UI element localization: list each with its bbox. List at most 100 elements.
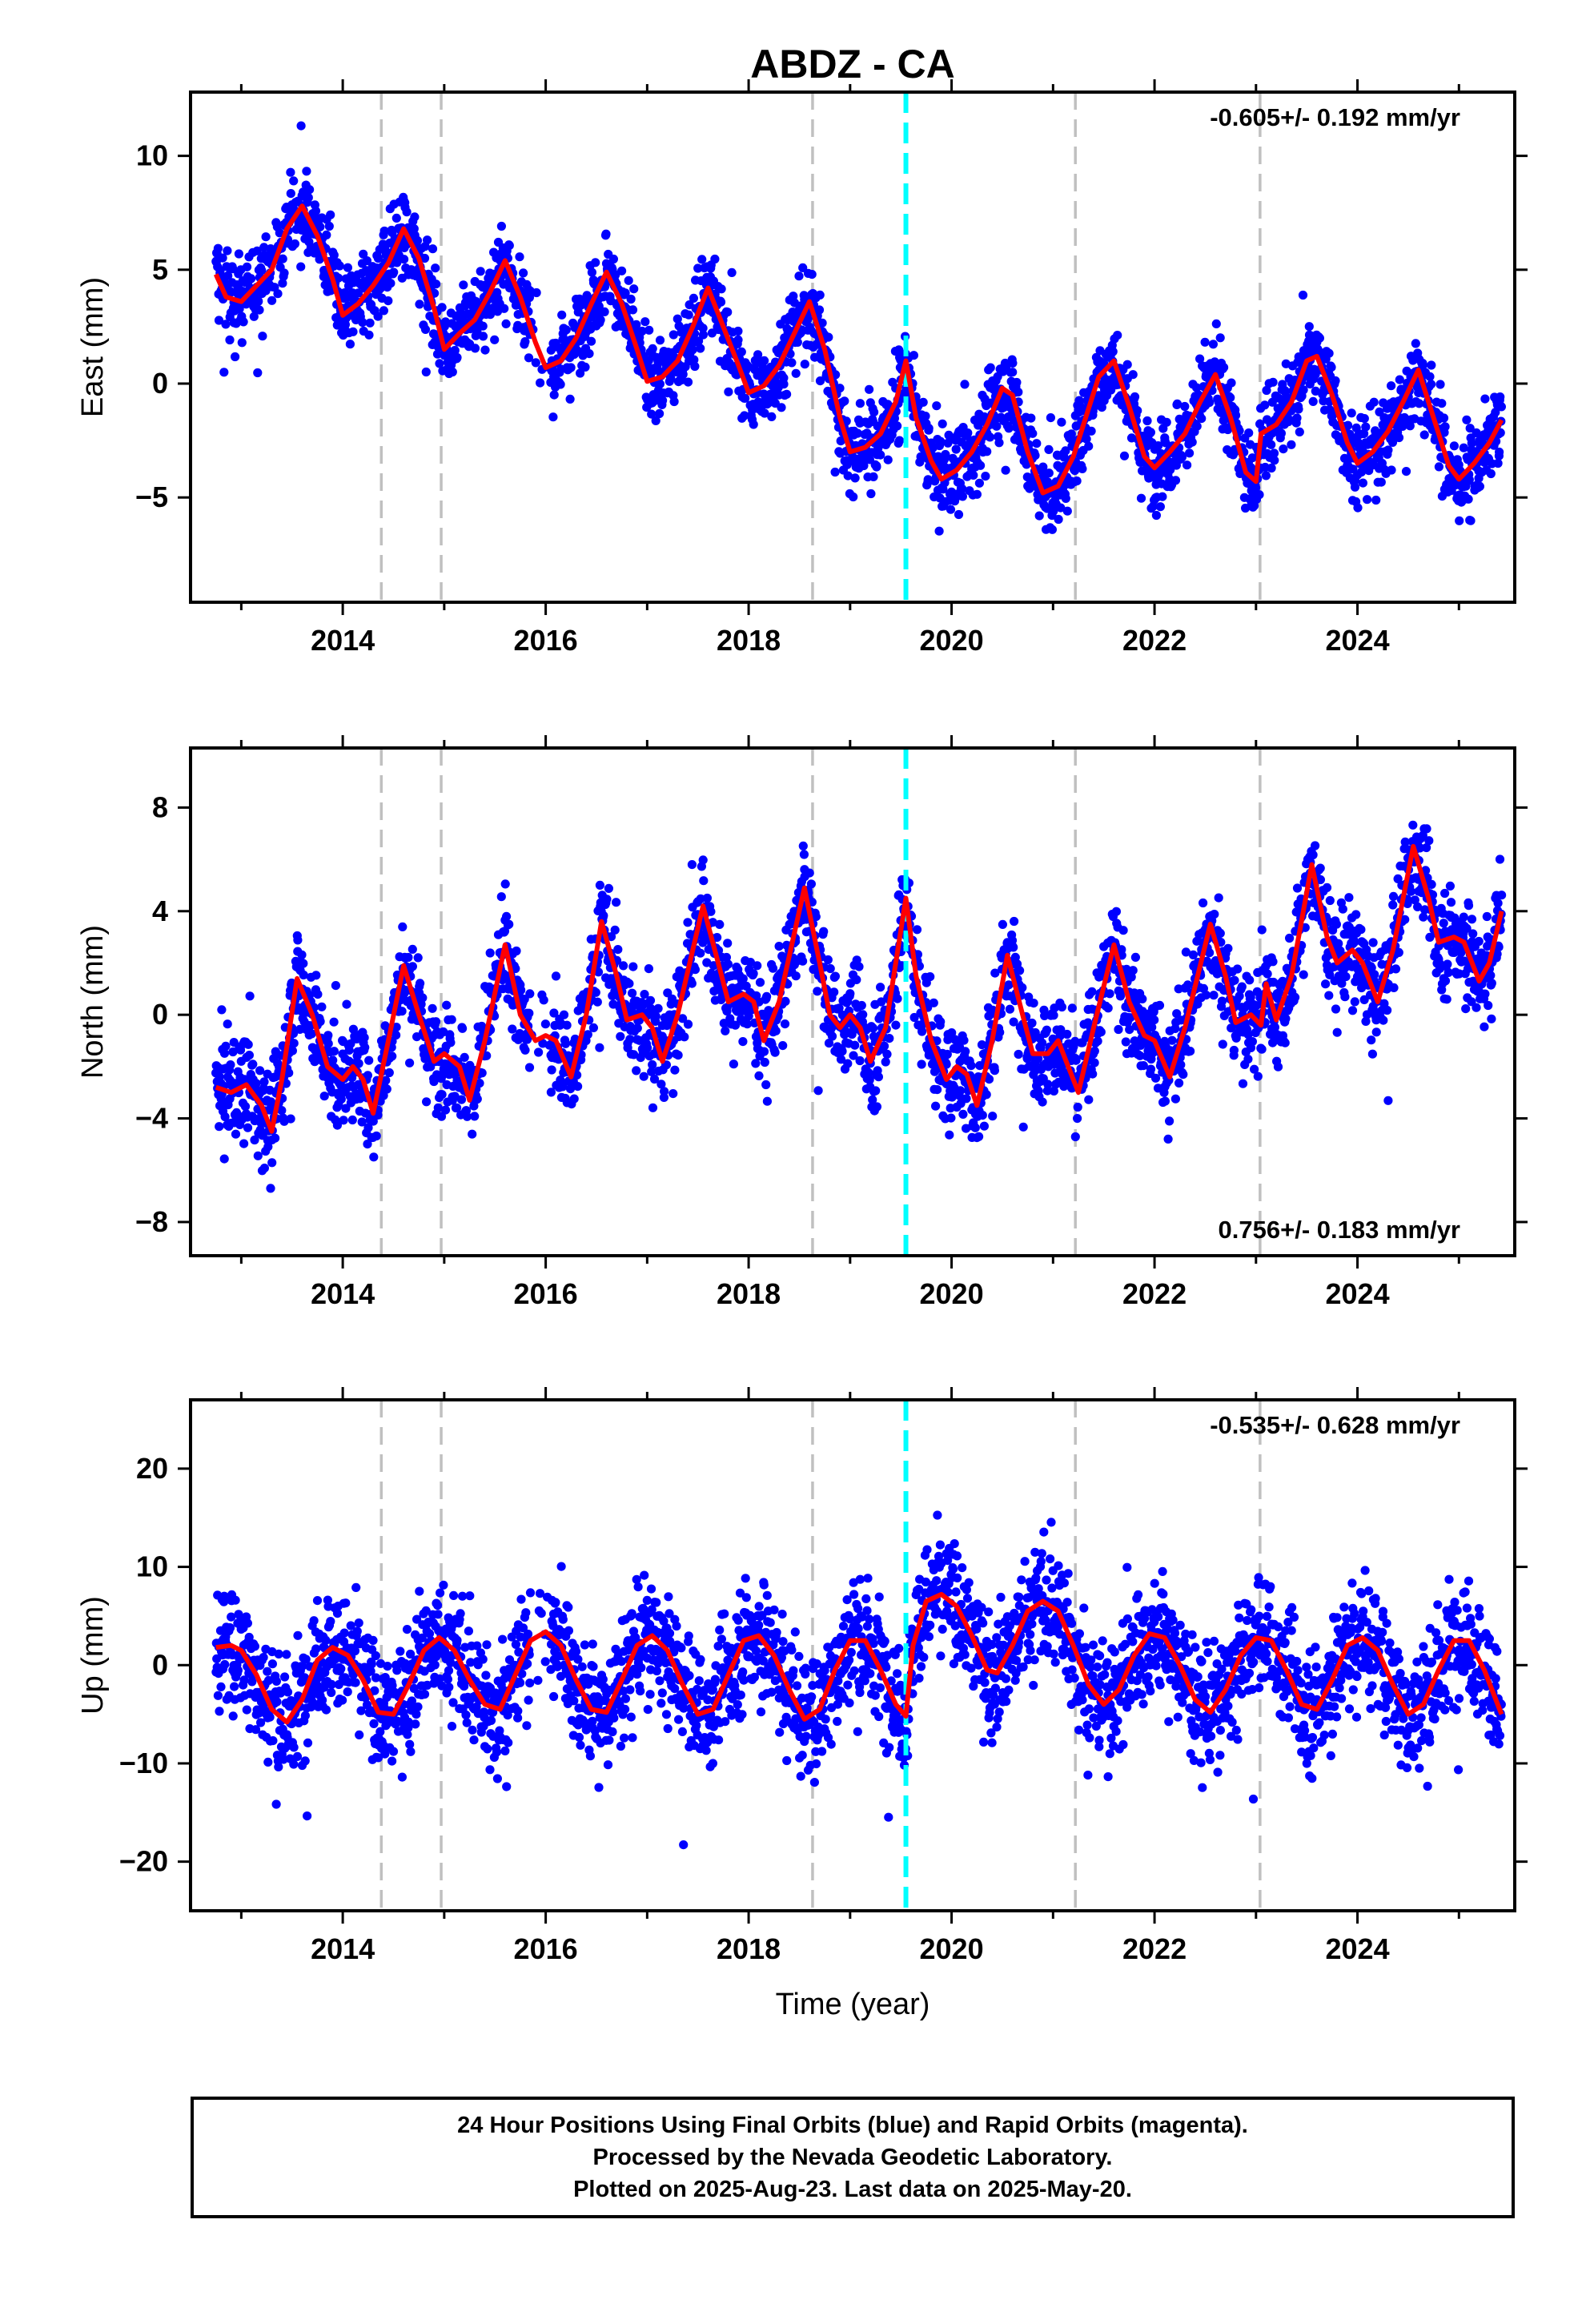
data-point	[893, 994, 902, 1003]
data-point	[670, 1065, 680, 1075]
data-point	[223, 271, 233, 280]
data-point	[343, 263, 352, 272]
data-point	[1057, 1002, 1066, 1012]
data-point	[745, 958, 756, 967]
data-point	[827, 1031, 837, 1041]
data-point	[429, 1076, 439, 1087]
data-point	[1387, 381, 1396, 391]
data-point	[1087, 987, 1097, 996]
data-point	[1056, 503, 1066, 513]
data-point	[456, 1095, 467, 1104]
data-point	[855, 1055, 865, 1066]
data-point	[549, 390, 559, 400]
data-point	[562, 1020, 572, 1030]
data-point	[1185, 448, 1195, 458]
data-point	[520, 337, 530, 347]
data-point	[329, 250, 339, 260]
data-point	[698, 855, 708, 865]
data-point	[629, 284, 639, 294]
data-point	[1472, 428, 1481, 438]
data-point	[1411, 339, 1420, 348]
data-point	[1073, 1102, 1082, 1112]
data-point	[673, 314, 682, 324]
data-point	[328, 1055, 338, 1065]
data-point	[237, 338, 247, 348]
data-point	[226, 1060, 235, 1070]
data-point	[1187, 437, 1197, 447]
data-point	[1359, 428, 1369, 439]
data-point	[593, 967, 604, 977]
data-point	[595, 880, 605, 890]
data-point	[1215, 333, 1225, 343]
data-point	[1018, 1122, 1028, 1132]
data-point	[560, 1039, 571, 1048]
data-point	[688, 345, 697, 355]
data-point	[299, 970, 308, 980]
data-point	[405, 1058, 415, 1068]
data-point	[1200, 337, 1210, 347]
data-point	[557, 310, 567, 320]
data-point	[432, 349, 443, 359]
data-point	[347, 1073, 357, 1083]
data-point	[604, 883, 614, 893]
data-point	[877, 997, 886, 1007]
data-point	[749, 969, 758, 979]
data-point	[1136, 493, 1146, 503]
data-point	[1464, 494, 1473, 504]
data-point	[656, 1080, 666, 1089]
data-point	[1415, 399, 1424, 408]
data-point	[945, 1130, 954, 1140]
data-point	[362, 256, 371, 266]
data-point	[217, 1005, 227, 1015]
data-point	[779, 373, 789, 383]
data-point	[331, 981, 340, 991]
data-point	[1084, 1095, 1094, 1104]
data-point	[1270, 456, 1279, 465]
data-point	[782, 389, 792, 399]
data-point	[837, 1047, 847, 1056]
data-point	[730, 1020, 741, 1030]
data-point	[1440, 422, 1450, 432]
data-point	[824, 1039, 834, 1048]
data-point	[825, 963, 835, 974]
data-point	[490, 335, 500, 344]
data-point	[275, 228, 284, 238]
data-point	[1032, 439, 1042, 448]
data-point	[815, 290, 825, 300]
data-point	[1116, 987, 1126, 997]
data-point	[885, 1034, 894, 1043]
data-point	[829, 987, 839, 997]
data-point	[335, 261, 344, 271]
data-point	[655, 379, 665, 389]
data-point	[519, 268, 528, 278]
data-point	[669, 330, 678, 340]
data-point	[1311, 386, 1320, 396]
data-point	[624, 979, 634, 988]
data-point	[1030, 451, 1040, 460]
data-point	[369, 1152, 379, 1162]
data-point	[1049, 1011, 1058, 1020]
position-points-east	[211, 121, 1506, 536]
data-point	[1029, 999, 1038, 1008]
data-point	[400, 255, 409, 264]
data-point	[452, 352, 462, 363]
data-point	[480, 345, 490, 355]
data-point	[303, 193, 313, 203]
data-point	[240, 1102, 251, 1112]
data-point	[242, 262, 252, 271]
data-point	[1480, 394, 1490, 404]
data-point	[408, 944, 417, 954]
data-point	[258, 332, 267, 341]
data-point	[931, 1101, 941, 1111]
data-point	[569, 1094, 579, 1104]
data-point	[990, 1066, 999, 1076]
data-point	[1062, 1029, 1072, 1039]
data-point	[819, 927, 829, 936]
data-point	[625, 1035, 635, 1044]
data-point	[628, 962, 638, 971]
data-point	[551, 971, 561, 981]
data-point	[992, 421, 1002, 431]
data-point	[1108, 347, 1118, 356]
data-point	[1205, 398, 1215, 408]
